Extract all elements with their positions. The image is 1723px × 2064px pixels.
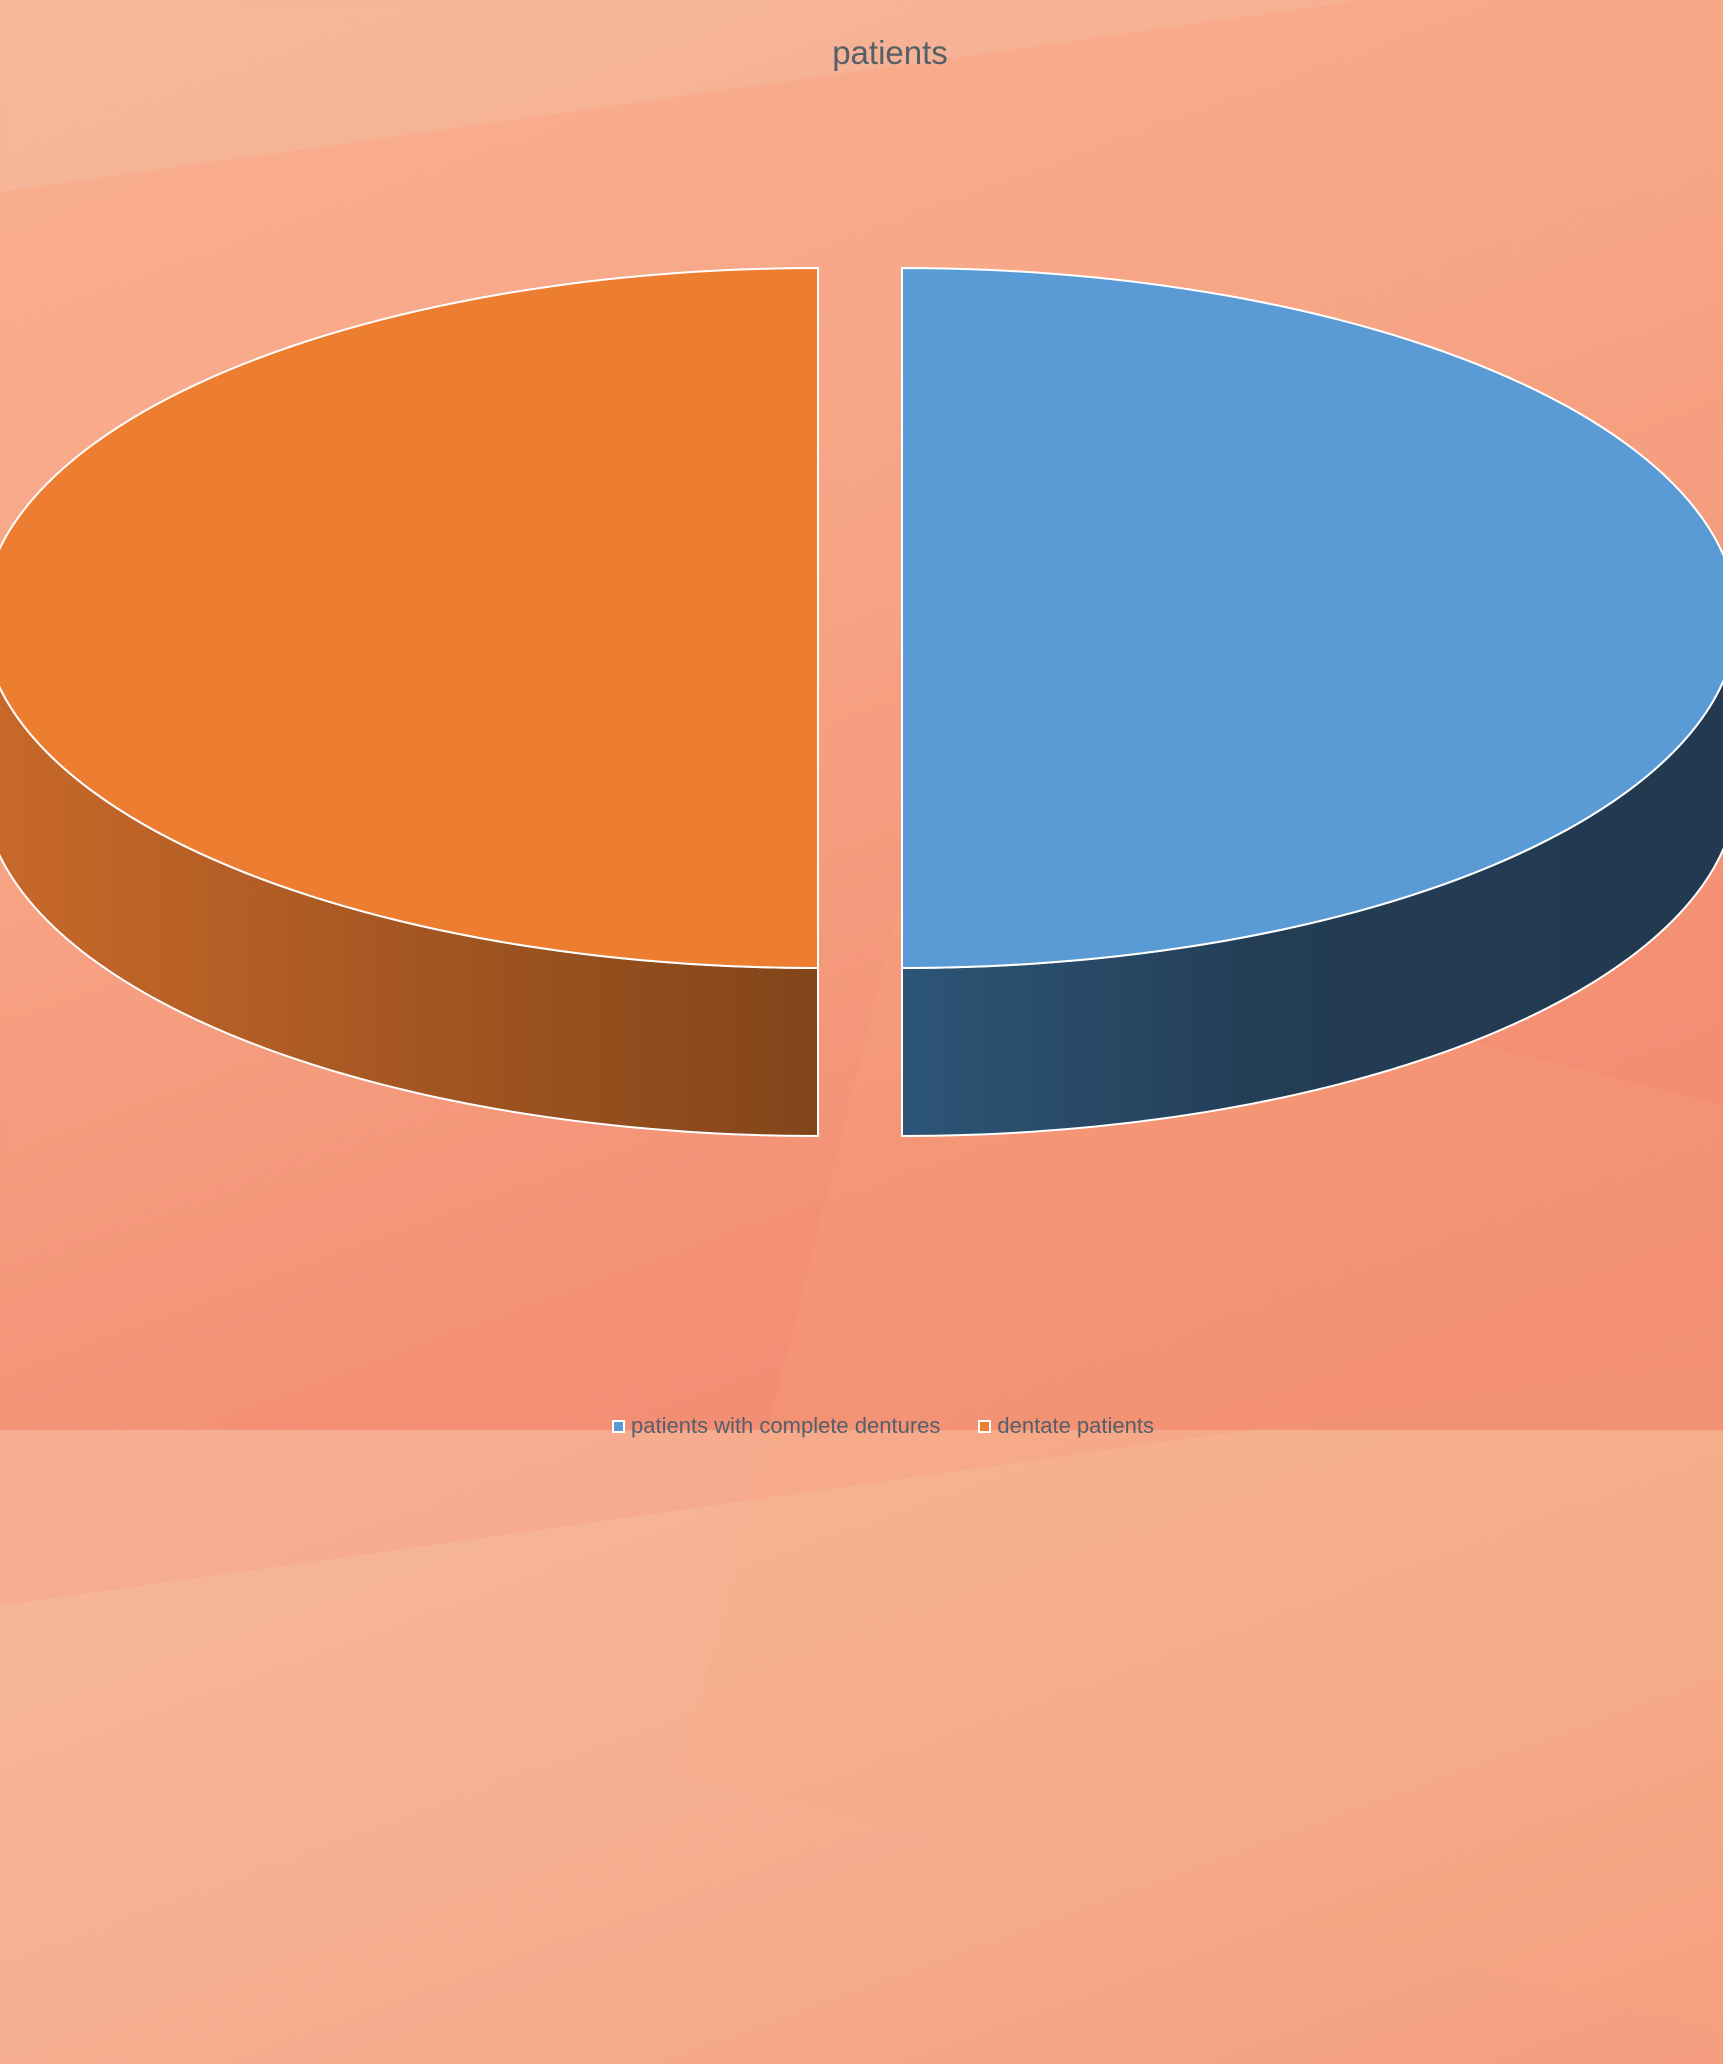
legend-item-dentate: dentate patients	[978, 1413, 1154, 1439]
pie-slice-top	[0, 266, 819, 970]
legend-swatch-orange	[978, 1419, 992, 1433]
legend-swatch-blue	[612, 1419, 625, 1433]
pie-chart	[0, 266, 1723, 1138]
chart-title: patients	[832, 34, 948, 71]
chart-legend: patients with complete dentures dentate …	[612, 1413, 1154, 1439]
pie-slice-dentate-patients	[0, 266, 819, 1138]
legend-label: dentate patients	[997, 1413, 1154, 1438]
legend-label: patients with complete dentures	[631, 1413, 941, 1438]
legend-item-complete-dentures: patients with complete dentures	[612, 1413, 940, 1439]
pie-slice-top	[901, 266, 1723, 970]
pie-slice-complete-dentures	[901, 266, 1723, 1138]
